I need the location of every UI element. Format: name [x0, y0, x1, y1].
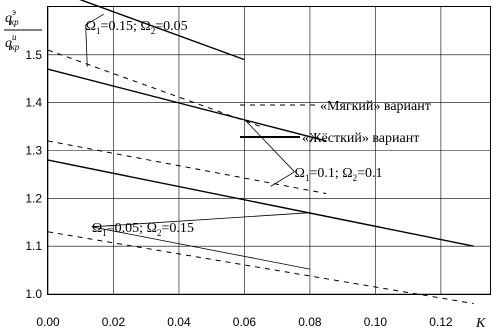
legend-hard-label: «Жёсткий» вариант	[302, 131, 419, 146]
series-line-dashed	[47, 49, 261, 128]
legend: «Мягкий» вариант «Жёсткий» вариант	[240, 99, 431, 146]
annotation-pointer	[244, 119, 295, 173]
y-label-top-sub: кр	[10, 17, 19, 27]
x-tick-label: 0.08	[298, 315, 322, 329]
legend-soft-label: «Мягкий» вариант	[320, 99, 431, 114]
annotation-pointer	[85, 24, 88, 67]
series-annotation: Ω1=0.15; Ω2=0.05	[86, 19, 188, 36]
x-tick-label: 0.02	[102, 315, 126, 329]
y-label-bottom-sup: и	[12, 32, 17, 42]
x-tick-label: 0.00	[36, 315, 60, 329]
y-tick-label: 1.3	[25, 144, 42, 158]
x-axis-label: K	[475, 316, 486, 331]
series-line-solid	[47, 68, 327, 142]
series-line-solid	[79, 0, 245, 61]
annotations: Ω1=0.15; Ω2=0.05 Ω1=0.1; Ω2=0.1 Ω1=0.05; Ω…	[85, 13, 383, 270]
tick-labels: 0.00 0.02 0.04 0.06 0.08 0.10 0.12 1.0 1.1 1.2 1.3…	[25, 48, 453, 329]
series-line-dashed	[47, 231, 474, 305]
y-label-bottom-base: q	[5, 36, 12, 51]
y-tick-label: 1.0	[25, 287, 42, 301]
x-tick-label: 0.04	[167, 315, 191, 329]
data-lines	[47, 0, 474, 305]
x-tick-label: 0.06	[233, 315, 257, 329]
y-tick-label: 1.4	[25, 96, 42, 110]
y-label-top-sup: э	[12, 7, 16, 17]
annotation-pointer	[270, 171, 295, 187]
annotation-pointer	[91, 212, 310, 228]
x-tick-label: 0.10	[364, 315, 388, 329]
annotation-pointer	[91, 226, 311, 270]
x-tick-label: 0.12	[429, 315, 453, 329]
series-line-solid	[47, 159, 474, 247]
y-label-bottom-sub: кр	[11, 42, 20, 52]
series-line-dashed	[47, 140, 327, 195]
y-tick-label: 1.2	[25, 191, 42, 205]
series-annotation: Ω1=0.1; Ω2=0.1	[295, 166, 383, 183]
series-annotation: Ω1=0.05; Ω2=0.15	[92, 221, 194, 238]
grid	[47, 7, 490, 295]
y-tick-label: 1.5	[25, 48, 42, 62]
plot-frame	[47, 6, 491, 295]
y-axis-label: qэ кр qи кр	[4, 7, 42, 52]
annotation-pointer	[85, 13, 104, 26]
y-tick-label: 1.1	[25, 239, 42, 253]
y-label-top-base: q	[5, 11, 12, 26]
